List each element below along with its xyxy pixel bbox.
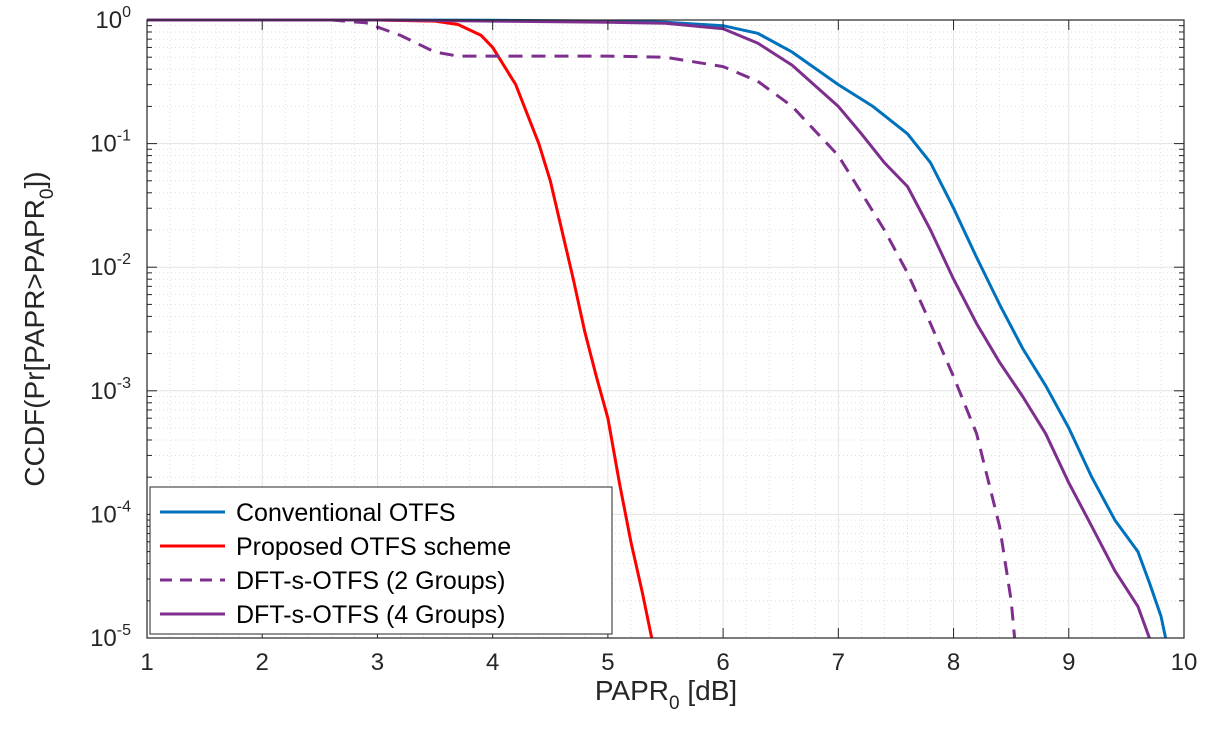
y-tick-base: 10: [90, 501, 117, 528]
x-axis-label-sub: 0: [669, 693, 680, 714]
y-tick-base: 10: [95, 7, 122, 34]
x-axis-label: PAPR0 [dB]: [595, 675, 737, 714]
x-tick-label: 9: [1062, 649, 1075, 676]
x-tick-label: 6: [716, 649, 729, 676]
y-axis-label: CCDF(Pr[PAPR>PAPR0]): [19, 171, 58, 486]
x-tick-label: 3: [371, 649, 384, 676]
y-tick-base: 10: [90, 625, 117, 652]
y-tick-label: 10-5: [90, 622, 131, 652]
y-tick-exponent: -1: [117, 128, 131, 145]
x-tick-label: 10: [1171, 649, 1198, 676]
x-tick-label: 1: [140, 649, 153, 676]
x-tick-label: 8: [947, 649, 960, 676]
legend-label-3: DFT-s-OTFS (2 Groups): [236, 567, 505, 595]
y-tick-exponent: -5: [117, 622, 131, 639]
x-tick-label: 7: [832, 649, 845, 676]
y-tick-base: 10: [90, 131, 117, 158]
x-axis-label-suffix: [dB]: [680, 675, 738, 706]
x-tick-label: 2: [256, 649, 269, 676]
x-axis-label-main: PAPR: [595, 675, 669, 706]
series-line-2: [147, 18, 654, 639]
y-tick-label: 10-3: [90, 375, 131, 405]
y-tick-exponent: -2: [117, 251, 131, 268]
legend: Conventional OTFS Proposed OTFS scheme DFT…: [149, 486, 613, 635]
y-axis-label-sub: 0: [37, 188, 58, 199]
legend-label-4: DFT-s-OTFS (4 Groups): [236, 601, 505, 629]
y-tick-base: 10: [90, 378, 117, 405]
minor-grid: [147, 20, 1184, 638]
y-tick-label: 10-1: [90, 128, 131, 158]
series-line-4: [147, 18, 1151, 639]
legend-label-1: Conventional OTFS: [236, 499, 456, 527]
series-group: [147, 18, 1168, 639]
legend-label-2: Proposed OTFS scheme: [236, 533, 511, 561]
x-tick-label: 4: [486, 649, 499, 676]
y-tick-label: 10-4: [90, 498, 131, 528]
y-axis-label-suffix: ]): [19, 171, 50, 188]
y-tick-exponent: 0: [122, 4, 131, 21]
y-tick-label: 10-2: [90, 251, 131, 281]
plot-frame: [146, 19, 1185, 639]
y-tick-label: 100: [95, 4, 131, 34]
legend-box: [149, 486, 613, 635]
y-axis-label-main: CCDF(Pr[PAPR>PAPR: [19, 199, 50, 487]
y-tick-base: 10: [90, 254, 117, 281]
y-tick-exponent: -4: [117, 498, 131, 515]
x-tick-labels: 1 2 3 4 5 6 7 8 9 10: [140, 649, 1197, 676]
x-tick-label: 5: [601, 649, 614, 676]
y-tick-exponent: -3: [117, 375, 131, 392]
